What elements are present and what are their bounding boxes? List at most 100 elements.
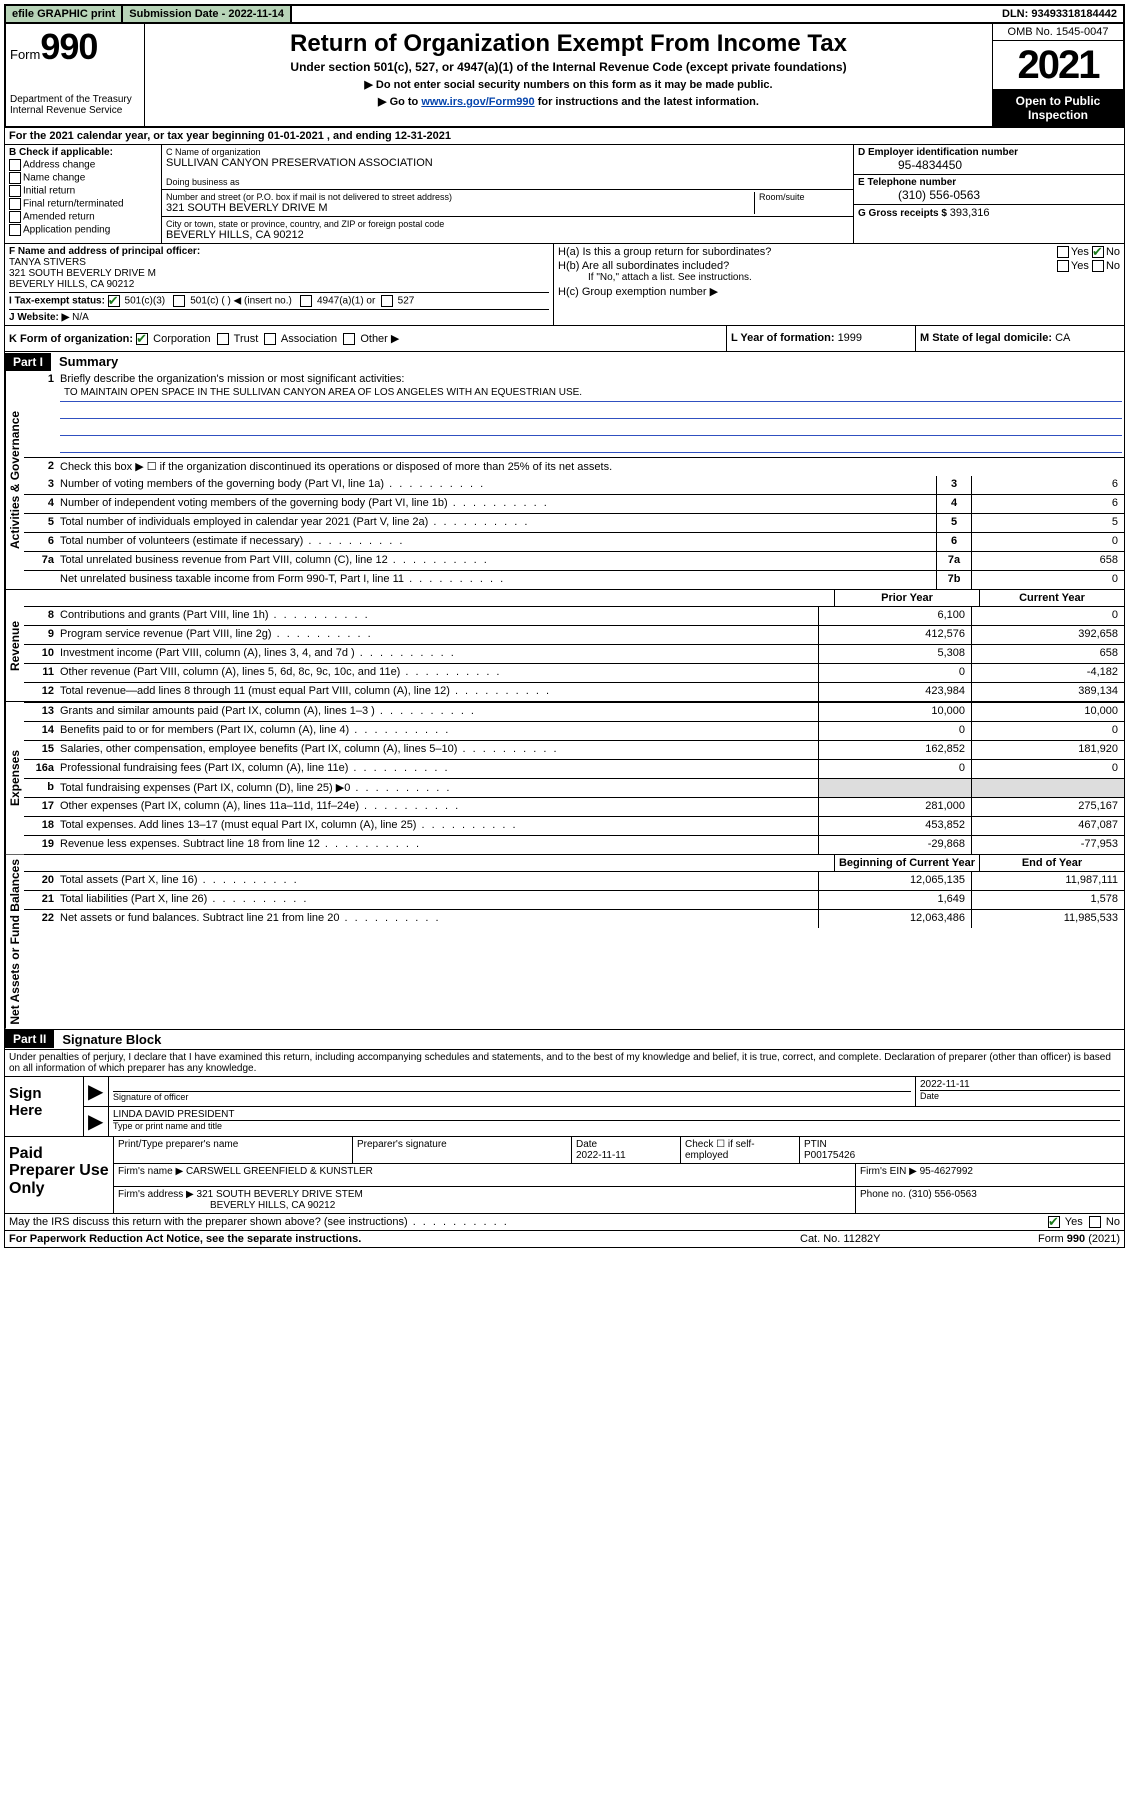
line-num: 3	[24, 476, 58, 494]
phone-label: E Telephone number	[858, 177, 1120, 188]
m-label: M State of legal domicile:	[920, 332, 1055, 344]
chk-initial-return[interactable]: Initial return	[9, 185, 157, 197]
line-current	[971, 779, 1124, 797]
firm-addr-label: Firm's address ▶	[118, 1189, 197, 1200]
line-value: 0	[971, 571, 1124, 589]
paid-preparer-block: Paid Preparer Use Only Print/Type prepar…	[4, 1137, 1125, 1214]
paid-row-3: Firm's address ▶ 321 SOUTH BEVERLY DRIVE…	[114, 1187, 1124, 1213]
sig-row-2: ▶ LINDA DAVID PRESIDENT Type or print na…	[84, 1107, 1124, 1136]
chk-association[interactable]	[264, 333, 276, 345]
line-num: 5	[24, 514, 58, 532]
open-to-public: Open to Public Inspection	[993, 90, 1123, 126]
col-b: B Check if applicable: Address change Na…	[5, 145, 162, 243]
ein-label: D Employer identification number	[858, 147, 1120, 158]
line-desc: Number of independent voting members of …	[58, 495, 936, 513]
line-desc: Total number of volunteers (estimate if …	[58, 533, 936, 551]
summary-line: 22 Net assets or fund balances. Subtract…	[24, 909, 1124, 928]
chk-501c3[interactable]	[108, 295, 120, 307]
vlabel-governance: Activities & Governance	[5, 371, 24, 589]
chk-label: Address change	[23, 160, 95, 171]
chk-amended-return[interactable]: Amended return	[9, 211, 157, 223]
tax-year: 2021	[993, 41, 1123, 90]
officer-label: F Name and address of principal officer:	[9, 246, 549, 257]
line-num: 18	[24, 817, 58, 835]
hb-yes[interactable]	[1057, 260, 1069, 272]
hb-no[interactable]	[1092, 260, 1104, 272]
summary-line: 12 Total revenue—add lines 8 through 11 …	[24, 682, 1124, 701]
q1-text: Briefly describe the organization's miss…	[60, 373, 404, 385]
chk-application-pending[interactable]: Application pending	[9, 224, 157, 236]
instructions-link[interactable]: www.irs.gov/Form990	[421, 96, 534, 108]
chk-name-change[interactable]: Name change	[9, 172, 157, 184]
line-value: 6	[971, 495, 1124, 513]
row-i: I Tax-exempt status: 501(c)(3) 501(c) ( …	[9, 292, 549, 307]
ein-label: Firm's EIN ▶	[860, 1166, 920, 1177]
summary-line: 9 Program service revenue (Part VIII, li…	[24, 625, 1124, 644]
declaration: Under penalties of perjury, I declare th…	[4, 1050, 1125, 1077]
line-current: -4,182	[971, 664, 1124, 682]
line-num: 17	[24, 798, 58, 816]
sig-of-officer: Signature of officer	[109, 1077, 916, 1106]
part-1-badge: Part I	[5, 353, 51, 371]
header-mid: Return of Organization Exempt From Incom…	[145, 24, 992, 126]
hdr-beginning: Beginning of Current Year	[834, 855, 979, 871]
part-1-title: Summary	[51, 352, 126, 371]
ha-no[interactable]	[1092, 246, 1104, 258]
preparer-date: Date2022-11-11	[572, 1137, 681, 1163]
submission-date: Submission Date - 2022-11-14	[123, 6, 292, 22]
line-num: 4	[24, 495, 58, 513]
chk-address-change[interactable]: Address change	[9, 159, 157, 171]
ha-yes[interactable]	[1057, 246, 1069, 258]
opt-501c3: 501(c)(3)	[125, 296, 166, 307]
line-current: 392,658	[971, 626, 1124, 644]
line-desc: Total assets (Part X, line 16)	[58, 872, 818, 890]
revenue-content: Prior Year Current Year 8 Contributions …	[24, 590, 1124, 701]
ptin-label: PTIN	[804, 1139, 827, 1150]
chk-other[interactable]	[343, 333, 355, 345]
street-label: Number and street (or P.O. box if mail i…	[166, 192, 754, 202]
hdr-current: Current Year	[979, 590, 1124, 606]
sign-here-label: Sign Here	[5, 1077, 84, 1136]
part-2: Part II Signature Block	[4, 1030, 1125, 1050]
l-label: L Year of formation:	[731, 332, 838, 344]
line-desc: Check this box ▶ ☐ if the organization d…	[58, 458, 1124, 476]
line-num: b	[24, 779, 58, 797]
chk-final-return[interactable]: Final return/terminated	[9, 198, 157, 210]
footer-left: For Paperwork Reduction Act Notice, see …	[9, 1233, 800, 1245]
phone-label: Phone no.	[860, 1189, 908, 1200]
arrow-icon: ▶	[84, 1077, 109, 1106]
header-right: OMB No. 1545-0047 2021 Open to Public In…	[992, 24, 1123, 126]
dln-label: DLN:	[1002, 8, 1031, 20]
discuss-yes[interactable]	[1048, 1216, 1060, 1228]
chk-4947[interactable]	[300, 295, 312, 307]
line-prior	[818, 779, 971, 797]
line-value: 0	[971, 533, 1124, 551]
line-prior: 6,100	[818, 607, 971, 625]
line-num: 9	[24, 626, 58, 644]
line-num: 14	[24, 722, 58, 740]
chk-corporation[interactable]	[136, 333, 148, 345]
h-a: H(a) Is this a group return for subordin…	[558, 246, 1120, 258]
street: 321 SOUTH BEVERLY DRIVE M	[166, 202, 754, 214]
part-2-title: Signature Block	[54, 1030, 169, 1049]
line-current: 0	[971, 760, 1124, 778]
self-employed: Check ☐ if self-employed	[681, 1137, 800, 1163]
chk-501c[interactable]	[173, 295, 185, 307]
opt-other: Other ▶	[360, 333, 399, 345]
gross-value: 393,316	[950, 207, 990, 219]
sig-name-label: Type or print name and title	[113, 1120, 1120, 1131]
line-num: 12	[24, 683, 58, 701]
footer-mid: Cat. No. 11282Y	[800, 1233, 980, 1245]
hb-note: If "No," attach a list. See instructions…	[558, 272, 1120, 283]
line-current: 181,920	[971, 741, 1124, 759]
discuss-no[interactable]	[1089, 1216, 1101, 1228]
row-j: J Website: ▶ N/A	[9, 309, 549, 323]
org-info-block: B Check if applicable: Address change Na…	[4, 145, 1125, 244]
line-desc: Briefly describe the organization's miss…	[58, 371, 1124, 457]
line-desc: Professional fundraising fees (Part IX, …	[58, 760, 818, 778]
chk-527[interactable]	[381, 295, 393, 307]
twocol-header: Prior Year Current Year	[24, 590, 1124, 606]
chk-trust[interactable]	[217, 333, 229, 345]
discuss-row: May the IRS discuss this return with the…	[4, 1214, 1125, 1231]
efile-button[interactable]: efile GRAPHIC print	[6, 6, 123, 22]
